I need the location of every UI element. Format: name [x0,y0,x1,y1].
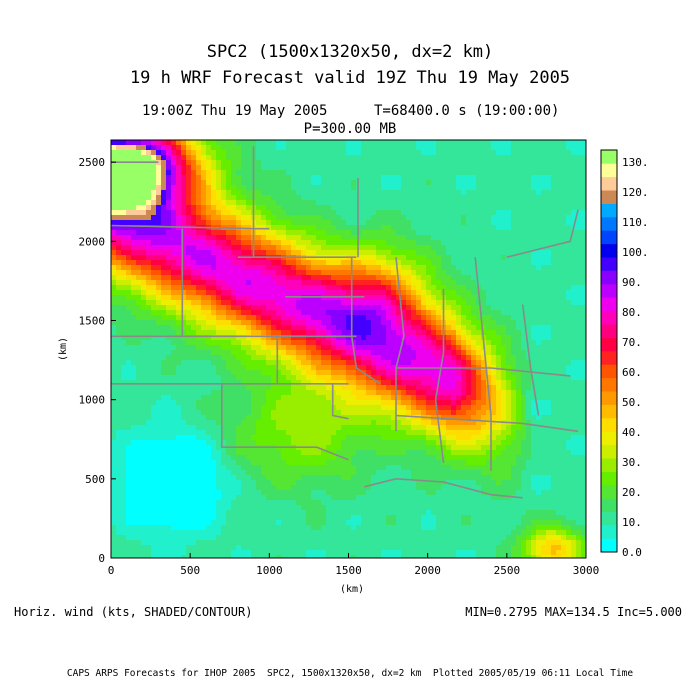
colorbar-swatch [601,337,617,352]
state-boundary [434,288,445,464]
pressure-level-label: P=300.00 MB [303,121,397,137]
x-tick-label: 0 [108,564,115,577]
state-boundary [474,257,492,471]
state-boundary [396,367,571,377]
colorbar-swatch [601,150,617,164]
colorbar-swatch [601,230,617,245]
footer-credit: CAPS ARPS Forecasts for IHOP 2005 SPC2, … [66,668,634,679]
colorbar-swatch [601,203,617,218]
colorbar-swatch [601,351,617,365]
colorbar-label: 50. [622,396,642,409]
state-boundary [395,414,579,433]
y-tick-label: 1500 [79,315,106,328]
chart-title: SPC2 (1500x1320x50, dx=2 km) [206,42,494,62]
colorbar-swatch [601,176,617,191]
y-tick-label: 0 [98,552,105,565]
state-boundary [350,257,381,385]
colorbar-label: 0.0 [622,546,642,559]
colorbar-label: 130. [622,156,649,169]
wind-field [111,140,586,558]
colorbar-frame [600,149,618,553]
colorbar-label: 70. [622,336,642,349]
colorbar-label: 30. [622,456,642,469]
field-statistics: MIN=0.2795 MAX=134.5 Inc=5.000 [465,605,682,619]
colorbar-swatch [601,391,617,405]
colorbar-label: 20. [622,486,642,499]
y-axis: 0 500 1000 1500 2000 2500 [79,156,116,565]
y-tick-label: 1000 [79,394,106,407]
state-boundary [395,257,405,432]
colorbar: 0.0 10. 20. 30. 40. 50. 60. 70. 80. 90. 100. 110. 12… [600,149,649,559]
colorbar-label: 120. [622,186,649,199]
state-boundary [364,477,523,499]
x-tick-label: 500 [180,564,200,577]
colorbar-swatch [601,310,617,325]
colorbar-swatch [601,471,617,486]
colorbar-swatch [601,431,617,446]
y-tick-label: 500 [85,473,105,486]
state-boundary [331,383,349,420]
colorbar-label: 110. [622,216,649,229]
x-axis-label: (km) [340,584,364,595]
x-tick-label: 1000 [256,564,283,577]
colorbar-swatch [601,485,617,499]
colorbar-swatch [601,270,617,285]
x-axis: 0 500 1000 1500 2000 2500 3000 [108,553,600,577]
colorbar-swatch [601,444,617,459]
x-tick-label: 1500 [335,564,362,577]
y-tick-label: 2000 [79,235,106,248]
colorbar-swatch [601,377,617,392]
colorbar-swatch [601,257,617,271]
y-axis-label: (km) [58,337,69,361]
colorbar-label: 80. [622,306,642,319]
colorbar-swatch [601,284,617,298]
x-tick-label: 2000 [414,564,441,577]
colorbar-swatch [601,364,617,379]
valid-time-label: 19:00Z Thu 19 May 2005 [142,103,328,119]
colorbar-label: 40. [622,426,642,439]
colorbar-swatch [601,217,617,231]
colorbar-swatch [601,324,617,338]
colorbar-swatch [601,458,617,472]
colorbar-label: 10. [622,516,642,529]
colorbar-swatch [601,418,617,432]
state-boundary [521,304,540,416]
colorbar-swatch [601,525,617,539]
colorbar-swatch [601,511,617,526]
y-tick-label: 2500 [79,156,106,169]
colorbar-swatch [601,538,617,553]
colorbar-label: 60. [622,366,642,379]
field-description: Horiz. wind (kts, SHADED/CONTOUR) [14,605,253,619]
colorbar-swatch [601,297,617,312]
x-tick-label: 3000 [573,564,600,577]
state-boundary [221,383,349,461]
colorbar-label: 90. [622,276,642,289]
colorbar-swatch [601,163,617,178]
state-boundary [506,209,579,258]
colorbar-swatch [601,190,617,204]
colorbar-swatch [601,404,617,419]
chart-subtitle: 19 h WRF Forecast valid 19Z Thu 19 May 2… [129,68,571,88]
colorbar-swatch [601,243,617,258]
x-tick-label: 2500 [494,564,521,577]
colorbar-swatch [601,498,617,513]
state-boundaries [111,146,579,499]
elapsed-time-label: T=68400.0 s (19:00:00) [374,103,560,119]
colorbar-label: 100. [622,246,649,259]
